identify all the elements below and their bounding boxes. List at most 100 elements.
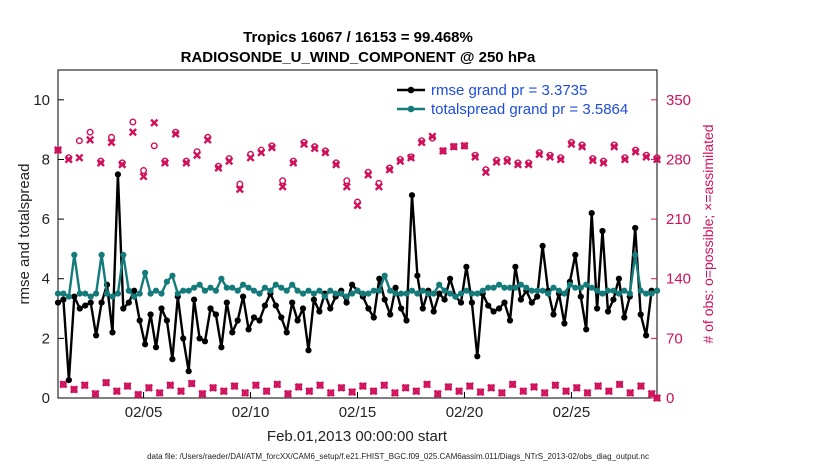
- obs-possible-marker: [129, 118, 137, 126]
- legend-spread-label: totalspread grand pr = 3.5864: [431, 101, 628, 118]
- spread-point: [272, 281, 279, 288]
- obs-possible-marker: [273, 380, 281, 388]
- obs-assimilated-marker: [155, 388, 164, 397]
- obs-possible-marker: [252, 381, 260, 389]
- left-axis: 0 2 4 6 8 10: [33, 92, 64, 407]
- obs-possible-marker: [284, 390, 292, 398]
- spread-point: [321, 293, 328, 300]
- rmse-point: [419, 305, 426, 312]
- obs-assimilated-marker: [128, 128, 137, 137]
- spread-point: [109, 293, 116, 300]
- rmse-point: [632, 224, 639, 232]
- spread-point: [332, 290, 339, 297]
- spread-point: [550, 284, 557, 291]
- obs-possible-marker: [402, 384, 410, 392]
- spread-point: [278, 284, 285, 291]
- obs-assimilated-marker: [406, 153, 416, 162]
- spread-point: [430, 290, 437, 297]
- spread-point: [615, 290, 623, 297]
- obs-possible-marker: [343, 177, 351, 185]
- obs-assimilated-marker: [455, 387, 464, 396]
- obs-possible-marker: [337, 384, 345, 392]
- spread-point: [653, 287, 661, 294]
- obs-possible-marker: [102, 379, 110, 387]
- obs-possible-marker: [519, 387, 527, 395]
- obs-possible-marker: [530, 383, 538, 391]
- obs-possible-marker: [124, 382, 132, 390]
- rmse-point: [60, 296, 67, 303]
- rmse-point: [436, 290, 443, 297]
- spread-point: [370, 287, 377, 294]
- rmse-point: [120, 305, 127, 312]
- spread-point: [229, 284, 236, 291]
- obs-possible-marker: [605, 387, 613, 395]
- obs-assimilated-marker: [64, 155, 73, 164]
- spread-point: [147, 290, 154, 297]
- spread-point: [305, 287, 312, 294]
- rmse-point: [229, 329, 236, 336]
- rmse-point: [180, 335, 187, 342]
- obs-possible-marker: [107, 133, 115, 141]
- spread-point: [142, 269, 149, 276]
- obs-assimilated-marker: [620, 155, 629, 164]
- rmse-point: [485, 302, 492, 309]
- rmse-point: [457, 299, 465, 306]
- spread-point: [392, 290, 399, 297]
- rmse-point: [223, 299, 230, 306]
- spread-point: [180, 287, 187, 294]
- spread-point: [468, 290, 475, 297]
- x-axis-label: Feb.01,2013 00:00:00 start: [267, 428, 448, 445]
- rmse-point: [310, 296, 317, 303]
- spread-point: [414, 290, 421, 297]
- spread-point: [447, 290, 454, 297]
- rmse-point: [163, 317, 170, 324]
- obs-assimilated-marker: [417, 138, 426, 147]
- rmse-point: [76, 305, 83, 312]
- obs-possible-marker: [150, 142, 158, 150]
- rmse-point: [643, 332, 650, 339]
- spread-point: [387, 287, 394, 294]
- spread-point: [545, 290, 552, 297]
- obs-assimilated-marker: [246, 153, 255, 162]
- obs-assimilated-marker: [332, 160, 341, 169]
- obs-possible-marker: [407, 153, 415, 161]
- obs-assimilated-marker: [225, 157, 234, 166]
- spread-point: [256, 290, 263, 297]
- spread-point: [436, 281, 443, 288]
- obs-possible-marker: [541, 389, 549, 397]
- obs-assimilated-marker: [588, 156, 597, 165]
- obs-possible-marker: [466, 382, 474, 390]
- obs-assimilated-marker: [348, 387, 357, 397]
- rmse-point: [87, 299, 94, 306]
- obs-assimilated-marker: [326, 388, 335, 397]
- obs-possible-marker: [477, 388, 485, 396]
- spread-point: [349, 290, 356, 297]
- obs-assimilated-marker: [80, 381, 89, 390]
- rmse-point: [490, 308, 497, 315]
- spread-point: [610, 287, 617, 294]
- y-tick-label-right: 0: [666, 390, 674, 407]
- rmse-point: [512, 263, 519, 270]
- rmse-point: [207, 305, 214, 312]
- rmse-point: [142, 341, 149, 348]
- obs-possible-marker: [113, 387, 121, 395]
- rmse-point: [93, 332, 100, 339]
- obs-possible-marker: [509, 380, 517, 388]
- spread-series: [54, 251, 661, 300]
- obs-possible-marker: [198, 390, 206, 398]
- rmse-point: [256, 317, 263, 324]
- spread-point: [566, 281, 574, 288]
- spread-point: [359, 290, 366, 297]
- obs-assimilated-marker: [353, 201, 362, 210]
- spread-point: [512, 284, 519, 291]
- chart-title-line2: RADIOSONDE_U_WIND_COMPONENT @ 250 hPa: [181, 49, 536, 66]
- obs-assimilated-marker: [567, 140, 576, 149]
- obs-possible-marker: [54, 146, 62, 154]
- obs-possible-marker: [327, 389, 335, 397]
- obs-assimilated-marker: [134, 390, 143, 399]
- obs-assimilated-marker: [160, 158, 170, 167]
- spread-point: [528, 287, 535, 294]
- obs-assimilated-marker: [219, 387, 228, 396]
- spread-point: [327, 287, 334, 294]
- obs-assimilated-marker: [636, 382, 646, 391]
